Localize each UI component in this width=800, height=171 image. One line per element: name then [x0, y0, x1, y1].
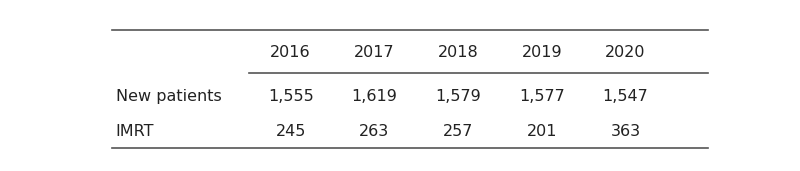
Text: 245: 245: [275, 124, 306, 139]
Text: 201: 201: [526, 124, 557, 139]
Text: 1,579: 1,579: [435, 89, 481, 104]
Text: 1,555: 1,555: [268, 89, 314, 104]
Text: 2018: 2018: [438, 45, 478, 60]
Text: 257: 257: [443, 124, 474, 139]
Text: New patients: New patients: [115, 89, 222, 104]
Text: IMRT: IMRT: [115, 124, 154, 139]
Text: 363: 363: [610, 124, 641, 139]
Text: 2020: 2020: [606, 45, 646, 60]
Text: 1,577: 1,577: [519, 89, 565, 104]
Text: 1,619: 1,619: [351, 89, 398, 104]
Text: 2016: 2016: [270, 45, 311, 60]
Text: 263: 263: [359, 124, 390, 139]
Text: 1,547: 1,547: [602, 89, 648, 104]
Text: 2017: 2017: [354, 45, 394, 60]
Text: 2019: 2019: [522, 45, 562, 60]
